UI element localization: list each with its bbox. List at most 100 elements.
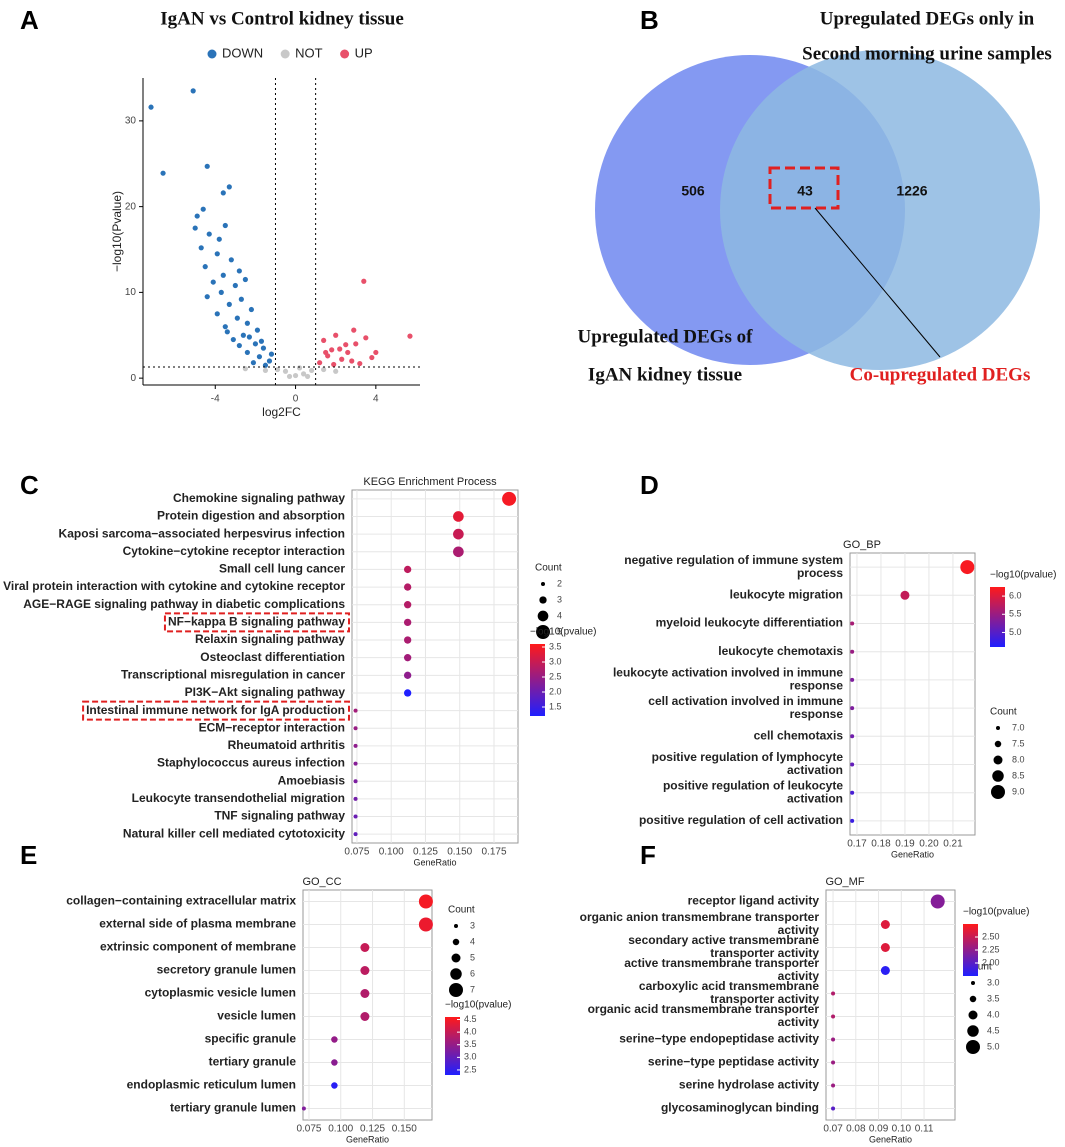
dot [850,734,855,739]
legend-swatch [280,49,290,59]
size-legend-label: 3 [557,594,562,604]
x-tick-label: 4 [373,394,379,405]
point [304,373,311,380]
point [226,184,232,190]
dot [850,649,855,654]
category-label: Leukocyte transendothelial migration [132,791,345,805]
size-legend-dot [991,785,1005,799]
point [220,272,226,278]
size-legend-dot [967,1025,979,1037]
category-label: PI3K−Akt signaling pathway [185,685,346,699]
dot [353,743,358,748]
dot [850,706,855,711]
size-legend-title: Count [448,905,475,916]
size-legend-label: 5 [557,626,562,636]
size-legend-label: 4.5 [987,1025,1000,1035]
point [351,327,357,333]
category-label: serine−type peptidase activity [648,1055,819,1069]
size-legend-dot [539,596,547,604]
y-axis-label: −log10(Pvalue) [110,191,124,272]
panel-label: E [20,840,37,870]
color-tick-label: 1.5 [549,701,562,711]
category-label: tertiary granule [209,1055,297,1069]
size-legend-dot [450,968,462,980]
size-legend-label: 8.5 [1012,770,1025,780]
x-tick-label: 0.100 [379,847,404,858]
x-axis-label: GeneRatio [891,849,934,859]
venn-count: 1226 [896,183,927,199]
point [244,349,250,356]
color-tick-label: 5.5 [1009,609,1022,619]
color-tick-label: 2.0 [549,686,562,696]
legend-swatch [207,49,217,59]
set-label: Upregulated DEGs of [578,326,754,347]
category-label: Staphylococcus aureus infection [157,756,345,770]
point [323,349,329,356]
dot [403,671,412,679]
x-tick-label: 0.20 [919,839,939,850]
x-tick-label: 0.125 [413,847,438,858]
chart-title: KEGG Enrichment Process [363,476,497,488]
color-tick-label: 6.0 [1009,590,1022,600]
size-legend-label: 9.0 [1012,786,1025,796]
category-label: transporter activity [710,992,819,1006]
dot [831,991,836,996]
venn-count: 506 [681,183,705,199]
point [361,278,367,284]
color-tick-label: 2.5 [464,1064,477,1074]
category-label: secondary active transmembrane [628,933,819,947]
point [268,351,275,357]
point [252,341,259,347]
color-tick-label: 2.50 [982,931,1000,941]
set-label: Second morning urine samples [802,43,1052,64]
point [282,368,289,374]
dot [403,565,412,574]
point [260,345,267,351]
point [240,332,246,338]
panel-label: C [20,470,39,500]
category-label: cytoplasmic vesicle lumen [145,986,296,1000]
x-tick-label: 0.150 [392,1124,417,1135]
size-legend-dot [536,625,550,639]
x-tick-label: 0.18 [871,839,891,850]
size-legend-dot [541,582,545,586]
dot [403,601,412,609]
point [357,360,363,367]
size-legend-dot [449,983,463,997]
size-legend-dot [454,924,458,928]
dot [850,762,855,767]
x-axis-label: log2FC [262,405,301,419]
size-legend-dot [537,610,549,622]
dot [900,590,910,600]
point [250,360,256,366]
color-tick-label: 3.5 [464,1039,477,1049]
dot [403,636,412,644]
x-tick-label: 0.150 [447,847,472,858]
dot [331,1082,338,1089]
point [256,354,263,360]
dot [360,943,370,952]
dot [960,560,975,575]
category-label: organic anion transmembrane transporter [580,910,820,924]
point [262,367,269,374]
y-tick-label: 20 [125,201,137,212]
highlight-box [163,612,350,633]
category-label: serine−type endopeptidase activity [619,1032,819,1046]
point [220,190,226,196]
x-tick-label: 0.11 [915,1124,934,1135]
size-legend-title: Count [535,563,562,574]
point [204,163,210,169]
point [222,222,228,229]
chart-title: GO_MF [825,876,864,888]
category-label: secretory granule lumen [157,963,296,977]
x-tick-label: 0.21 [943,839,963,850]
dot [353,796,358,801]
category-label: Natural killer cell mediated cytotoxicit… [123,826,345,840]
point [148,104,154,110]
x-tick-label: 0 [293,394,299,405]
category-label: leukocyte migration [730,587,843,601]
x-tick-label: 0.175 [481,847,506,858]
dot [453,511,464,522]
point [210,279,216,285]
panel-label: D [640,470,659,500]
